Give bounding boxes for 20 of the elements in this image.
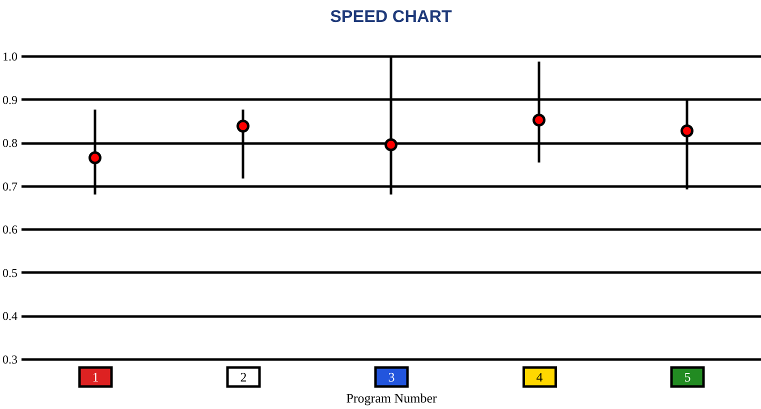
y-tick-label: 0.7 bbox=[2, 179, 18, 194]
x-tick-label: 4 bbox=[536, 370, 544, 384]
y-tick-label: 0.8 bbox=[2, 136, 18, 150]
x-tick-label: 1 bbox=[92, 370, 99, 384]
x-axis-title: Program Number bbox=[346, 390, 438, 406]
x-tick-label: 3 bbox=[388, 370, 395, 384]
y-tick-label: 0.5 bbox=[2, 266, 18, 280]
y-tick-label: 0.4 bbox=[2, 309, 18, 324]
y-tick-label: 0.3 bbox=[2, 352, 18, 366]
y-tick-label: 0.9 bbox=[2, 92, 18, 107]
x-tick-label: 2 bbox=[240, 370, 247, 384]
x-tick-label: 5 bbox=[684, 370, 691, 384]
point bbox=[236, 120, 250, 133]
point bbox=[532, 114, 546, 127]
y-tick-label: 1.0 bbox=[2, 50, 18, 64]
point bbox=[680, 124, 694, 138]
point bbox=[384, 138, 398, 152]
y-tick-label: 0.6 bbox=[2, 222, 18, 237]
point bbox=[88, 151, 102, 164]
chart-title: SPEED CHART bbox=[330, 7, 453, 26]
